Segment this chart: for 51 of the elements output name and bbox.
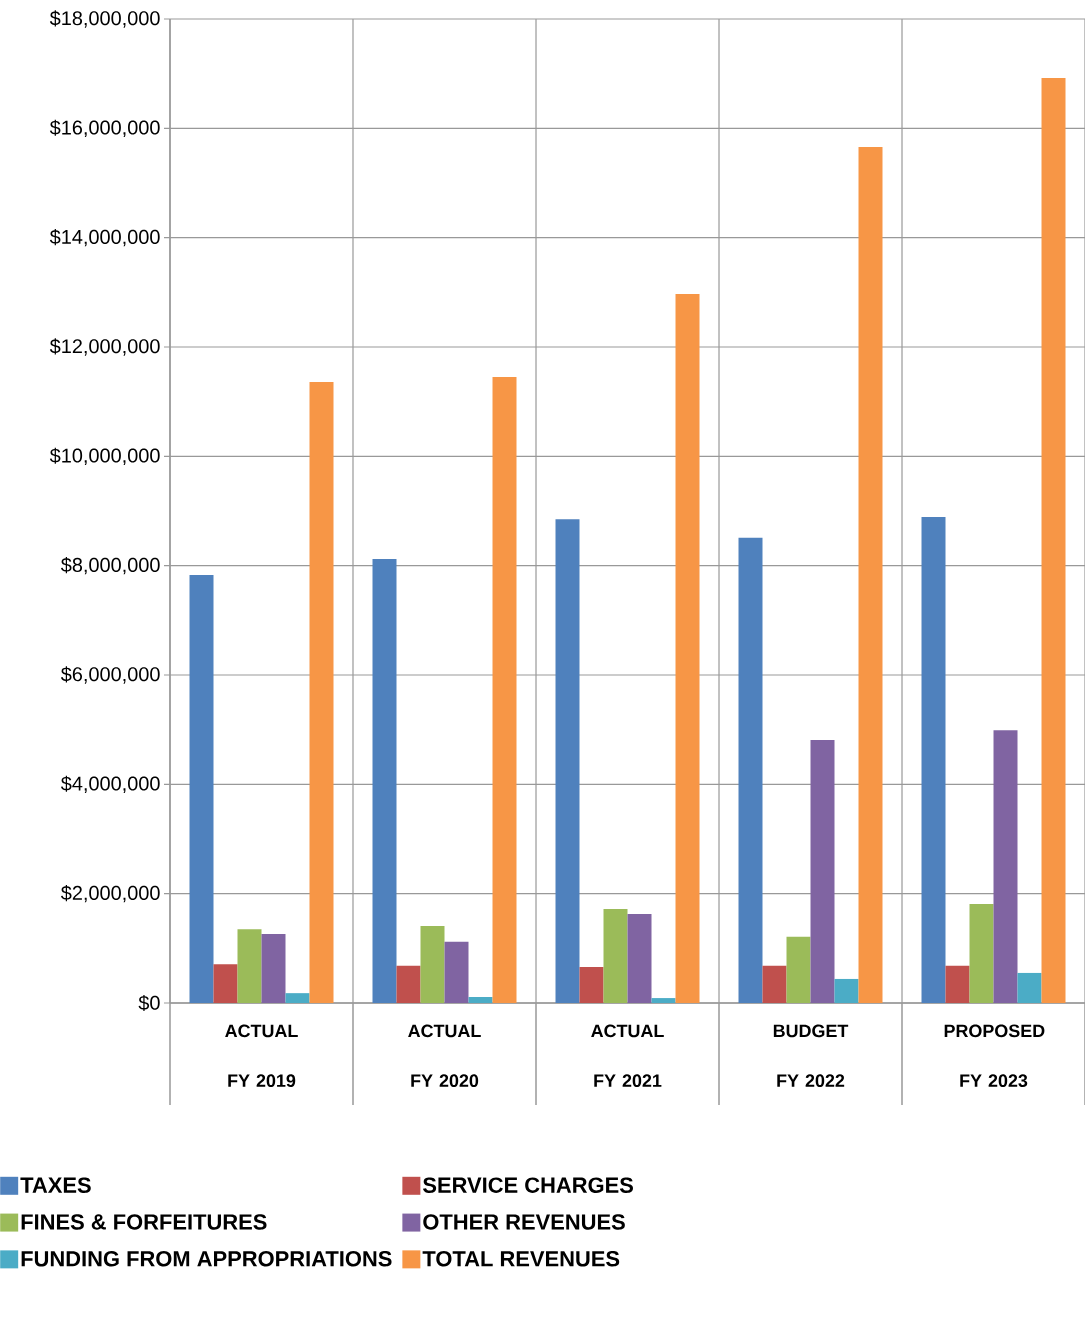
bar [492, 377, 517, 1003]
y-tick-label: $10,000,000 [49, 447, 160, 465]
bar [189, 574, 214, 1003]
bar [603, 908, 628, 1003]
category-label: ACTUAL FY 2021 [591, 1024, 664, 1088]
bar [969, 904, 994, 1003]
legend-label: SERVICE CHARGES [422, 1177, 633, 1193]
bar [834, 978, 859, 1003]
bar [237, 929, 262, 1003]
bar [444, 941, 469, 1003]
bar [810, 740, 835, 1003]
bar [921, 517, 946, 1003]
y-tick-label: $4,000,000 [60, 775, 160, 793]
y-tick-label: $14,000,000 [49, 229, 160, 247]
bar [945, 965, 970, 1003]
bar [309, 381, 334, 1003]
y-tick-label: $18,000,000 [49, 10, 160, 28]
bar [285, 993, 310, 1003]
legend-label: TOTAL REVENUES [422, 1250, 620, 1267]
y-tick-label: $0 [138, 994, 160, 1012]
bar [213, 964, 238, 1003]
y-tick-label: $2,000,000 [60, 885, 160, 903]
category-label: BUDGET FY 2022 [773, 1024, 849, 1088]
bar [993, 730, 1018, 1003]
bar [627, 913, 652, 1003]
bar [762, 965, 787, 1003]
bar [396, 965, 421, 1003]
legend-label: TAXES [20, 1177, 91, 1193]
bar [468, 996, 493, 1003]
bar [651, 998, 676, 1003]
bar [555, 519, 580, 1003]
bar [675, 293, 700, 1003]
bar [738, 537, 763, 1003]
y-tick-label: $8,000,000 [60, 557, 160, 575]
bar [420, 925, 445, 1003]
legend-label: OTHER REVENUES [423, 1214, 625, 1230]
legend-label: FINES & FORFEITURES [21, 1214, 267, 1230]
category-label: ACTUAL FY 2019 [225, 1024, 298, 1088]
bar [858, 146, 883, 1003]
category-label: ACTUAL FY 2020 [408, 1024, 481, 1088]
y-tick-label: $12,000,000 [49, 338, 160, 356]
bar [261, 934, 286, 1003]
bar [1017, 972, 1042, 1003]
bar [1041, 78, 1066, 1003]
bar [786, 936, 811, 1003]
category-label: PROPOSED FY 2023 [944, 1024, 1045, 1088]
legend-label: FUNDING FROM APPROPRIATIONS [21, 1250, 392, 1267]
y-tick-label: $6,000,000 [60, 666, 160, 684]
y-tick-label: $16,000,000 [49, 119, 160, 137]
bar [372, 559, 397, 1003]
bar [579, 966, 604, 1003]
